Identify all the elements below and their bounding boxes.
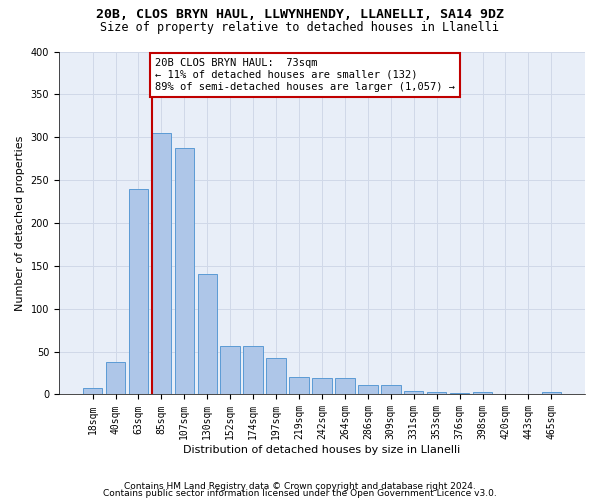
Bar [473, 392, 492, 394]
Bar [244, 346, 263, 395]
Bar [404, 391, 424, 394]
Bar [335, 378, 355, 394]
Bar [197, 274, 217, 394]
Text: 20B, CLOS BRYN HAUL, LLWYNHENDY, LLANELLI, SA14 9DZ: 20B, CLOS BRYN HAUL, LLWYNHENDY, LLANELL… [96, 8, 504, 20]
Bar [289, 378, 309, 394]
X-axis label: Distribution of detached houses by size in Llanelli: Distribution of detached houses by size … [184, 445, 461, 455]
Text: Contains public sector information licensed under the Open Government Licence v3: Contains public sector information licen… [103, 489, 497, 498]
Bar [427, 392, 446, 394]
Bar [450, 393, 469, 394]
Bar [128, 188, 148, 394]
Bar [266, 358, 286, 395]
Bar [220, 346, 240, 395]
Bar [312, 378, 332, 394]
Bar [83, 388, 103, 394]
Bar [358, 385, 377, 394]
Bar [381, 385, 401, 394]
Text: 20B CLOS BRYN HAUL:  73sqm
← 11% of detached houses are smaller (132)
89% of sem: 20B CLOS BRYN HAUL: 73sqm ← 11% of detac… [155, 58, 455, 92]
Text: Size of property relative to detached houses in Llanelli: Size of property relative to detached ho… [101, 21, 499, 34]
Bar [106, 362, 125, 394]
Text: Contains HM Land Registry data © Crown copyright and database right 2024.: Contains HM Land Registry data © Crown c… [124, 482, 476, 491]
Bar [542, 392, 561, 394]
Y-axis label: Number of detached properties: Number of detached properties [15, 136, 25, 310]
Bar [175, 148, 194, 394]
Bar [152, 133, 171, 394]
